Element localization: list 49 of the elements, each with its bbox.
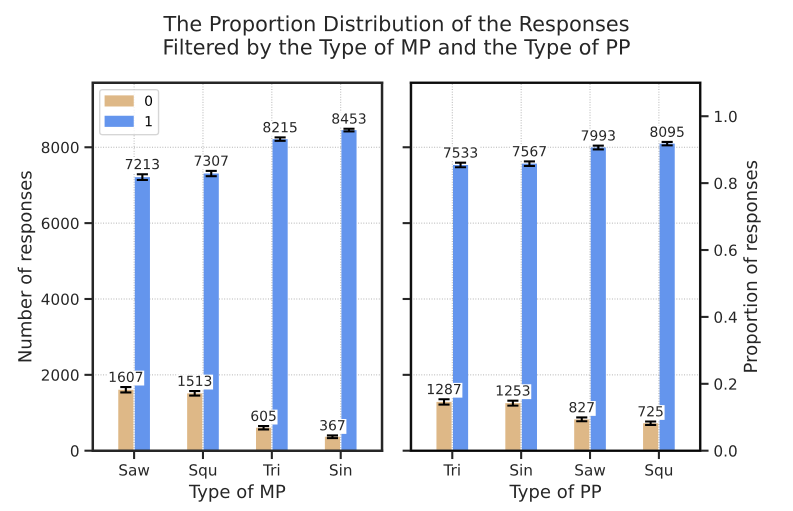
data-label: 7213	[126, 158, 159, 170]
y2-axis-title: Proportion of responses	[743, 160, 761, 372]
bar	[505, 403, 520, 451]
data-label: 725	[638, 406, 663, 417]
data-label: 1287	[428, 384, 461, 394]
data-label: 8453	[332, 113, 366, 124]
x-tick-label: Saw	[119, 464, 150, 476]
data-label: 7533	[444, 147, 478, 158]
x-tick-label: Sin	[510, 464, 532, 476]
data-label: 8095	[650, 126, 684, 137]
x-tick-label: Sin	[330, 464, 352, 476]
bar	[574, 419, 590, 451]
data-label: 7307	[194, 155, 228, 166]
data-label: 1253	[496, 385, 530, 396]
bar	[436, 402, 452, 451]
data-label: 7567	[512, 146, 546, 156]
text: 0.2	[714, 378, 736, 390]
legend-label: 1	[146, 116, 152, 126]
y-tick-label: 4000	[41, 293, 79, 306]
x-axis-title: Type of PP	[509, 484, 602, 502]
x-tick-label: Squ	[189, 464, 216, 479]
data-label: 827	[569, 402, 594, 412]
data-label: 8215	[263, 122, 297, 132]
bar	[118, 390, 134, 451]
data-label: 7993	[582, 130, 615, 141]
x-tick-label: Saw	[575, 464, 606, 476]
x-tick-label: Tri	[443, 464, 460, 476]
y-tick-label: 0	[70, 445, 79, 457]
bar	[187, 393, 202, 451]
text: 0.4	[714, 311, 737, 323]
y-axis-title: Number of responses	[18, 171, 36, 362]
bar	[643, 423, 658, 451]
y-tick-label: 6000	[42, 218, 79, 230]
y-tick-label: 2000	[42, 369, 79, 381]
y-tick-label: 8000	[42, 142, 79, 154]
legend-label: 0	[145, 96, 152, 106]
chart-title: The Proportion Distribution of the Responses Filtered by the Type of MP and the Type of PP	[163, 15, 630, 59]
data-label: 1607	[110, 372, 142, 382]
text: 1.0	[715, 110, 737, 122]
bar	[256, 428, 272, 451]
x-axis-title: Type of MP	[188, 484, 286, 502]
x-tick-label: Tri	[263, 464, 280, 476]
text: 0.8	[714, 178, 737, 190]
text: 0.0	[714, 445, 737, 457]
data-label: 1513	[178, 376, 212, 386]
text: 0.6	[714, 244, 737, 256]
x-tick-label: Squ	[645, 464, 672, 479]
data-label: 367	[320, 420, 345, 430]
data-label: 605	[251, 410, 276, 422]
